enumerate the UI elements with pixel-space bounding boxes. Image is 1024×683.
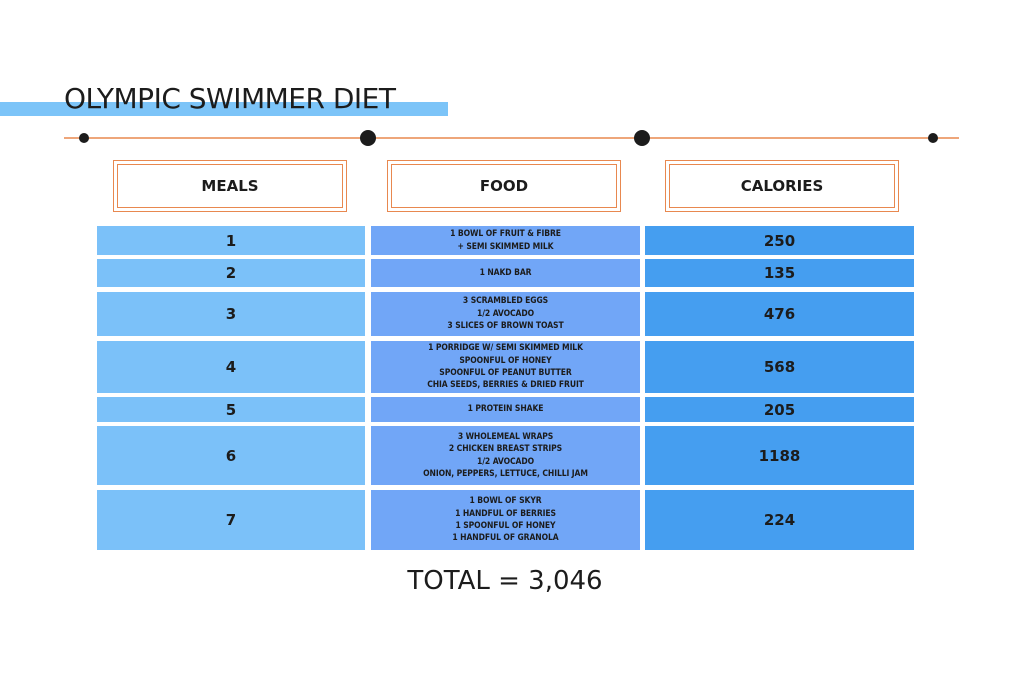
- food-cell: 1 PROTEIN SHAKE: [371, 397, 640, 422]
- food-item: + SEMI SKIMMED MILK: [457, 241, 554, 252]
- header-calories-label: CALORIES: [669, 164, 895, 208]
- meal-number: 6: [97, 426, 365, 485]
- total-calories: TOTAL = 3,046: [407, 566, 603, 596]
- calorie-value: 224: [645, 490, 914, 550]
- calorie-value: 1188: [645, 426, 914, 485]
- header-food: FOOD: [387, 160, 621, 212]
- food-item: 1 NAKD BAR: [479, 267, 532, 278]
- calorie-value: 250: [645, 226, 914, 255]
- table-row: 3 3 SCRAMBLED EGGS 1/2 AVOCADO 3 SLICES OF …: [97, 292, 914, 336]
- food-item: ONION, PEPPERS, LETTUCE, CHILLI JAM: [423, 468, 588, 479]
- food-item: 1 PORRIDGE W/ SEMI SKIMMED MILK: [428, 343, 583, 354]
- title-accent-bar: [0, 102, 448, 116]
- meal-number: 3: [97, 292, 365, 336]
- rule-dot-1: [79, 133, 89, 143]
- calorie-value: 476: [645, 292, 914, 336]
- meal-number: 7: [97, 490, 365, 550]
- food-item: 1 HANDFUL OF BERRIES: [455, 508, 556, 519]
- food-item: 1 HANDFUL OF GRANOLA: [452, 533, 559, 544]
- timeline-rule: [64, 128, 959, 148]
- rule-dot-2: [360, 130, 376, 146]
- calorie-value: 205: [645, 397, 914, 422]
- food-item: 3 WHOLEMEAL WRAPS: [457, 431, 554, 442]
- food-item: 2 CHICKEN BREAST STRIPS: [448, 444, 563, 455]
- food-cell: 1 BOWL OF SKYR 1 HANDFUL OF BERRIES 1 SPOO…: [371, 490, 640, 550]
- table-row: 2 1 NAKD BAR 135: [97, 259, 914, 287]
- food-item: 3 SLICES OF BROWN TOAST: [447, 321, 564, 332]
- food-cell: 1 PORRIDGE W/ SEMI SKIMMED MILK SPOONFUL …: [371, 341, 640, 393]
- food-cell: 1 BOWL OF FRUIT & FIBRE + SEMI SKIMMED MI…: [371, 226, 640, 255]
- header-calories: CALORIES: [665, 160, 899, 212]
- header-meals: MEALS: [113, 160, 347, 212]
- rule-dot-3: [634, 130, 650, 146]
- rule-dot-4: [928, 133, 938, 143]
- food-item: SPOONFUL OF PEANUT BUTTER: [439, 368, 572, 378]
- food-item: CHIA SEEDS, BERRIES & DRIED FRUIT: [427, 380, 584, 391]
- page-title: OLYMPIC SWIMMER DIET: [64, 82, 396, 115]
- food-item: 3 SCRAMBLED EGGS: [462, 296, 549, 307]
- food-item: 1 BOWL OF FRUIT & FIBRE: [450, 229, 561, 240]
- food-cell: 1 NAKD BAR: [371, 259, 640, 287]
- meal-number: 5: [97, 397, 365, 422]
- meal-number: 2: [97, 259, 365, 287]
- table-row: 5 1 PROTEIN SHAKE 205: [97, 397, 914, 422]
- food-item: 1/2 AVOCADO: [477, 456, 534, 467]
- table-row: 6 3 WHOLEMEAL WRAPS 2 CHICKEN BREAST STRIP…: [97, 426, 914, 485]
- food-item: 1 PROTEIN SHAKE: [467, 404, 544, 415]
- calorie-value: 568: [645, 341, 914, 393]
- food-item: 1 SPOONFUL OF HONEY: [455, 521, 556, 531]
- food-item: SPOONFUL OF HONEY: [459, 355, 552, 366]
- food-cell: 3 WHOLEMEAL WRAPS 2 CHICKEN BREAST STRIPS…: [371, 426, 640, 485]
- table-row: 7 1 BOWL OF SKYR 1 HANDFUL OF BERRIES 1 SPO…: [97, 490, 914, 550]
- food-item: 1/2 AVOCADO: [477, 308, 534, 319]
- food-cell: 3 SCRAMBLED EGGS 1/2 AVOCADO 3 SLICES OF B…: [371, 292, 640, 336]
- calorie-value: 135: [645, 259, 914, 287]
- meal-number: 1: [97, 226, 365, 255]
- food-item: 1 BOWL OF SKYR: [469, 496, 542, 507]
- header-meals-label: MEALS: [117, 164, 343, 208]
- header-food-label: FOOD: [391, 164, 617, 208]
- meal-number: 4: [97, 341, 365, 393]
